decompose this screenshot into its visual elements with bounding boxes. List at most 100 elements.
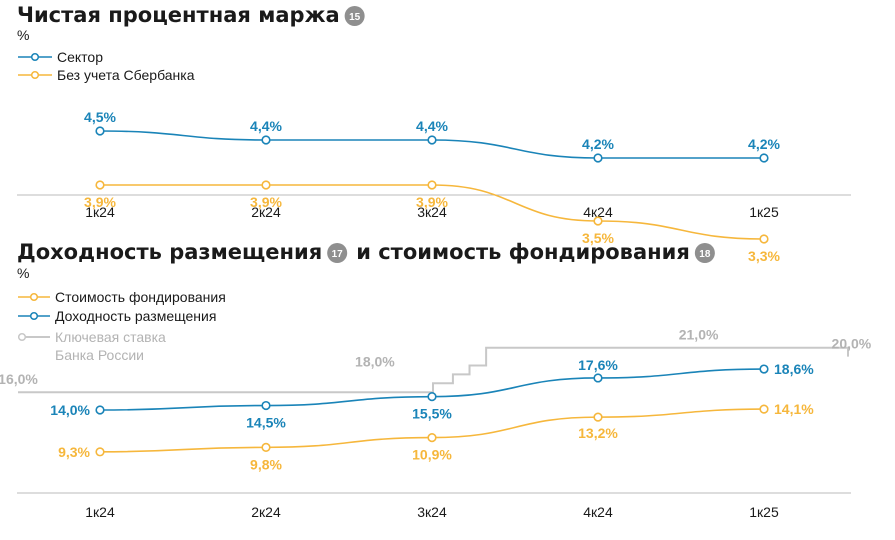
c1-tick-label: 2к24	[251, 204, 281, 220]
chart1-legend: Сектор Без учета Сбербанка	[18, 49, 195, 83]
c1-series-1-line	[99, 184, 765, 240]
key-rate-label: 21,0%	[679, 327, 719, 343]
c1-series-1-data-label: 3,9%	[84, 194, 116, 210]
c1-series-0-point	[261, 135, 271, 145]
c2-series-0-point	[427, 432, 437, 443]
c2-series-1-point	[759, 364, 769, 374]
c2-series-0-data-label: 14,1%	[774, 401, 814, 417]
chart2-legend-item-funding: Стоимость фондирования	[18, 289, 226, 305]
legend-marker-no-sber	[30, 70, 40, 80]
c1-tick-label: 1к24	[85, 204, 115, 220]
chart1-title: Чистая процентная маржа	[17, 3, 340, 27]
c1-series-0: 4,5% 4,4% 4,4% 4,2% 4,2%	[84, 109, 781, 163]
c1-series-1-point	[261, 180, 271, 190]
c2-series-0-point	[95, 447, 105, 457]
chart2-badge-number: 17	[332, 249, 344, 260]
c2-series-0-data-label: 9,3%	[58, 444, 90, 460]
c2-series-0: 9,3% 9,8% 10,9% 13,2% 14,1%	[58, 401, 814, 472]
chart1-legend-item-no-sber: Без учета Сбербанка	[18, 67, 195, 83]
c2-series-0-data-label: 13,2%	[578, 425, 618, 441]
chart2-legend-item-yield: Доходность размещения	[18, 308, 216, 324]
c2-series-0-point	[593, 412, 603, 422]
legend-marker-sector	[30, 52, 40, 62]
chart2-legend: Стоимость фондирования Доходность размещ…	[17, 289, 226, 363]
c2-tick-label: 1к25	[749, 504, 779, 520]
legend-label-yield: Доходность размещения	[55, 308, 216, 324]
key-rate-label: 20,0%	[832, 336, 872, 352]
chart2-badge2-circle	[694, 243, 715, 263]
chart2-unit: %	[17, 265, 29, 281]
c1-series-0-point	[427, 135, 437, 145]
c1-series-0-data-label: 4,2%	[748, 136, 780, 152]
c2-series-0-data-label: 10,9%	[412, 447, 452, 463]
c1-series-0-data-label: 4,5%	[84, 109, 116, 125]
c2-series-0-point	[759, 404, 769, 414]
c1-series-0-data-label: 4,4%	[250, 118, 282, 134]
chart2-series: 9,3% 9,8% 10,9% 13,2% 14,1% 14,0% 14,5% 15,5% 17…	[50, 357, 814, 472]
chart2-badge2-number: 18	[699, 249, 711, 260]
c1-tick-label: 4к24	[583, 204, 613, 220]
chart1-badge-circle	[344, 6, 365, 26]
c2-series-1-point	[427, 392, 437, 402]
legend-marker-funding	[29, 292, 39, 302]
legend-label-key-rate-line1: Ключевая ставка	[55, 329, 166, 345]
chart1-series: 4,5% 4,4% 4,4% 4,2% 4,2% 3,9% 3,9% 3,9% 3,5% 3,3%	[84, 109, 780, 264]
chart1-legend-item-sector: Сектор	[18, 49, 103, 65]
c2-series-1: 14,0% 14,5% 15,5% 17,6% 18,6%	[50, 357, 814, 431]
c2-series-1-data-label: 14,0%	[50, 402, 90, 418]
c2-tick-label: 1к24	[85, 504, 115, 520]
c1-series-1-point	[427, 180, 437, 190]
c1-series-0-data-label: 4,4%	[416, 118, 448, 134]
c2-series-1-point	[95, 405, 105, 415]
c1-series-0-point	[593, 153, 603, 163]
key-rate-label: 18,0%	[355, 353, 395, 369]
chart2-title-part2: и стоимость фондирования	[356, 240, 690, 264]
c1-series-1-data-label: 3,3%	[748, 248, 780, 264]
c1-series-1-data-label: 3,9%	[416, 194, 448, 210]
c2-series-0-point	[261, 442, 271, 452]
c1-series-1-point	[95, 180, 105, 190]
c1-series-1-point	[759, 234, 769, 244]
c2-tick-label: 2к24	[251, 504, 281, 520]
legend-label-key-rate-line2: Банка России	[55, 347, 144, 363]
chart2-title-badge: 17	[327, 243, 348, 263]
c2-series-1-point	[261, 400, 271, 411]
c2-series-1-data-label: 15,5%	[412, 406, 452, 422]
c2-series-1-data-label: 17,6%	[578, 357, 618, 373]
chart2-legend-item-key-rate: Ключевая ставка Банка России	[17, 329, 166, 363]
legend-label-no-sber: Без учета Сбербанка	[57, 67, 195, 83]
c1-series-1: 3,9% 3,9% 3,9% 3,5% 3,3%	[84, 180, 781, 264]
c2-series-1-data-label: 14,5%	[246, 415, 286, 431]
chart2-title-badge-2: 18	[694, 243, 715, 263]
chart2-key-rate: 16,0% 18,0% 21,0% 20,0%	[0, 327, 872, 394]
chart1-x-ticks: 1к24 2к24 3к24 4к24 1к25	[85, 204, 779, 220]
chart1-unit: %	[17, 27, 29, 43]
legend-label-sector: Сектор	[57, 49, 103, 65]
chart2-x-ticks: 1к24 2к24 3к24 4к24 1к25	[85, 504, 779, 520]
c1-series-1-point	[593, 216, 603, 226]
chart2-badge-circle	[327, 243, 348, 263]
c2-tick-label: 4к24	[583, 504, 613, 520]
key-rate-step-line	[18, 346, 849, 394]
chart1-title-badge: 15	[344, 6, 365, 26]
chart-yield-and-funding: Доходность размещения 17 и стоимость фон…	[0, 240, 872, 520]
c1-series-1-data-label: 3,9%	[250, 194, 282, 210]
c2-tick-label: 3к24	[417, 504, 447, 520]
c2-series-1-point	[593, 373, 603, 383]
c1-tick-label: 1к25	[749, 204, 779, 220]
chart1-badge-number: 15	[349, 12, 361, 23]
c1-series-0-point	[95, 126, 105, 136]
chart-net-interest-margin: Чистая процентная маржа 15 % Сектор Без …	[17, 3, 851, 264]
legend-label-funding: Стоимость фондирования	[55, 289, 226, 305]
c2-series-1-data-label: 18,6%	[774, 361, 814, 377]
c1-series-1-data-label: 3,5%	[582, 230, 614, 246]
c2-series-0-data-label: 9,8%	[250, 456, 282, 472]
legend-marker-yield	[29, 311, 39, 321]
chart2-title: Доходность размещения	[17, 240, 322, 264]
c1-tick-label: 3к24	[417, 204, 447, 220]
key-rate-label: 16,0%	[0, 371, 38, 387]
c1-series-0-data-label: 4,2%	[582, 136, 614, 152]
c1-series-0-point	[759, 153, 769, 163]
